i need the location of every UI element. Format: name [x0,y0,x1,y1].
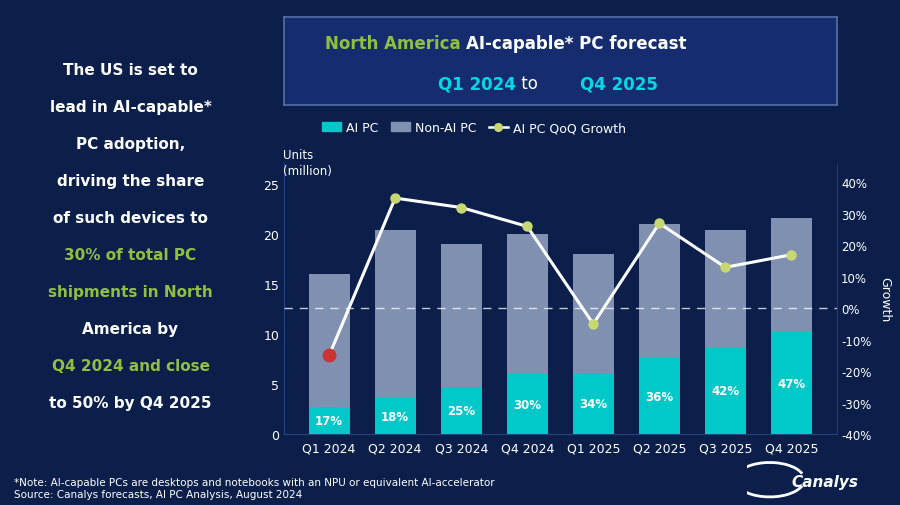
Text: *Note: AI-capable PCs are desktops and notebooks with an NPU or equivalent AI-ac: *Note: AI-capable PCs are desktops and n… [14,477,494,499]
Text: The US is set to: The US is set to [63,63,198,78]
Text: 30% of total PC: 30% of total PC [65,247,196,263]
Bar [771,218,812,332]
Text: Q4 2024 and close: Q4 2024 and close [51,358,210,373]
Text: to 50% by Q4 2025: to 50% by Q4 2025 [50,395,212,410]
Bar [572,373,614,434]
Bar [705,348,746,434]
Bar [441,387,482,434]
Text: Q4 2025: Q4 2025 [580,75,658,93]
Text: Q1 2024: Q1 2024 [438,75,516,93]
Bar [374,230,416,398]
Text: 18%: 18% [381,410,410,423]
Bar [441,244,482,387]
Y-axis label: Growth: Growth [878,277,892,322]
Text: 30%: 30% [513,398,541,411]
Text: 25%: 25% [447,404,475,417]
Bar [771,332,812,434]
Text: 17%: 17% [315,414,343,427]
Legend: AI PC, Non-AI PC, AI PC QoQ Growth: AI PC, Non-AI PC, AI PC QoQ Growth [318,117,631,140]
Text: 47%: 47% [778,377,806,390]
Bar [705,230,746,348]
Bar [572,254,614,373]
Bar [507,374,548,434]
Bar [639,359,680,434]
Text: shipments in North: shipments in North [48,284,213,299]
Text: America by: America by [83,321,178,336]
Text: AI-capable* PC forecast: AI-capable* PC forecast [466,35,687,53]
Text: lead in AI-capable*: lead in AI-capable* [50,100,212,115]
Text: 36%: 36% [645,390,673,403]
Text: Units
(million): Units (million) [284,149,332,178]
Text: Canalys: Canalys [791,474,858,489]
Text: PC adoption,: PC adoption, [76,137,185,152]
Text: 42%: 42% [711,385,740,398]
Bar [309,274,349,407]
Bar [507,234,548,374]
Text: to: to [516,75,543,93]
Bar [639,224,680,359]
Text: of such devices to: of such devices to [53,211,208,226]
Text: driving the share: driving the share [57,174,204,189]
Bar [309,407,349,434]
Text: North America: North America [325,35,466,53]
Text: 34%: 34% [580,397,608,410]
Bar [374,398,416,434]
